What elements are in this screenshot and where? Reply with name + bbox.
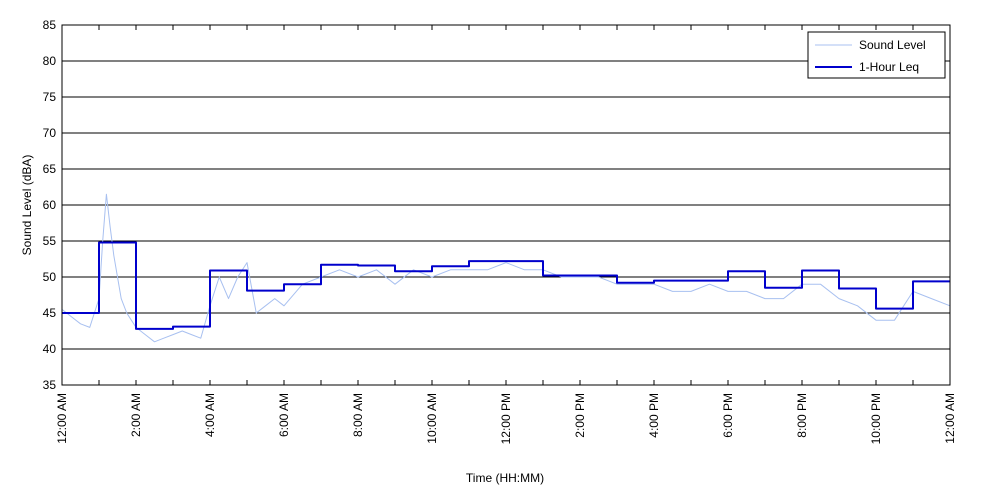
series-line-sound-level [61, 193, 951, 343]
plot-series [61, 193, 951, 343]
x-tick-label: 12:00 AM [943, 393, 957, 444]
y-tick-label: 70 [43, 126, 57, 140]
x-tick-label: 10:00 PM [869, 393, 883, 444]
x-tick-label: 8:00 AM [351, 393, 365, 437]
y-tick-label: 75 [43, 90, 57, 104]
x-tick-label: 12:00 AM [55, 393, 69, 444]
x-tick-label: 10:00 AM [425, 393, 439, 444]
plot-frame [61, 24, 951, 386]
y-tick-label: 50 [43, 270, 57, 284]
legend-label-sound-level: Sound Level [859, 38, 926, 52]
x-tick-label: 4:00 PM [647, 393, 661, 438]
y-tick-label: 45 [43, 306, 57, 320]
y-tick-label: 55 [43, 234, 57, 248]
grid-lines [62, 60, 950, 350]
y-tick-label: 85 [43, 18, 57, 32]
y-axis-label: Sound Level (dBA) [20, 155, 34, 256]
y-tick-label: 35 [43, 378, 57, 392]
x-tick-label: 12:00 PM [499, 393, 513, 444]
x-tick-label: 6:00 AM [277, 393, 291, 437]
legend-box [807, 31, 946, 79]
y-tick-label: 60 [43, 198, 57, 212]
x-tick-label: 2:00 AM [129, 393, 143, 437]
x-tick-label: 2:00 PM [573, 393, 587, 438]
y-axis-ticks: 35 40 45 50 55 60 65 70 75 80 85 [43, 18, 57, 392]
y-tick-label: 65 [43, 162, 57, 176]
x-axis-label: Time (HH:MM) [466, 471, 544, 485]
series-line-1-hour-leq [62, 241, 950, 330]
legend: Sound Level 1-Hour Leq [807, 31, 946, 79]
x-tick-label: 4:00 AM [203, 393, 217, 437]
x-axis-ticks: 12:00 AM 2:00 AM 4:00 AM 6:00 AM 8:00 AM 10:0… [55, 25, 957, 444]
x-tick-label: 6:00 PM [721, 393, 735, 438]
y-tick-label: 40 [43, 342, 57, 356]
y-tick-label: 80 [43, 54, 57, 68]
legend-label-1-hour-leq: 1-Hour Leq [859, 60, 919, 74]
x-tick-label: 8:00 PM [795, 393, 809, 438]
